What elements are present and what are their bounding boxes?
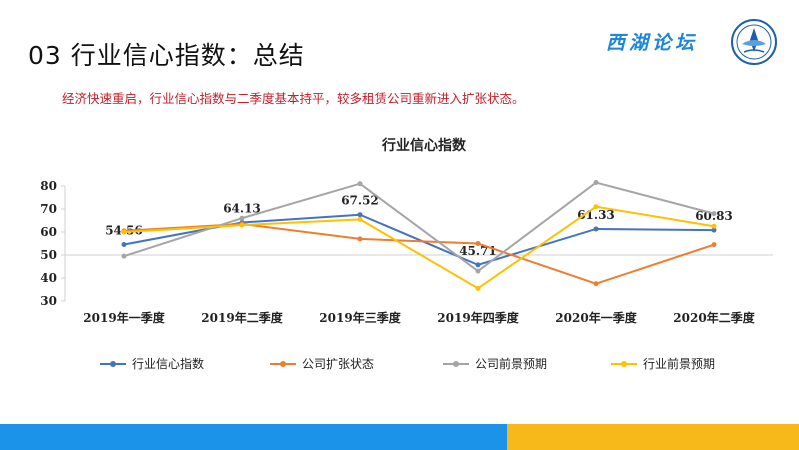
series-line — [123, 181, 715, 273]
legend-label: 行业前景预期 — [643, 357, 716, 371]
legend-item: 行业信心指数 — [100, 355, 204, 372]
data-point — [593, 226, 599, 232]
footer-bar-yellow — [507, 424, 799, 450]
slide-subtitle: 经济快速重启，行业信心指数与二季度基本持平，较多租赁公司重新进入扩张状态。 — [62, 91, 525, 106]
data-point — [593, 180, 599, 186]
legend-label: 公司前景预期 — [475, 357, 548, 371]
x-tick-label: 2019年四季度 — [437, 310, 519, 325]
slide-title: 03 行业信心指数：总结 — [28, 41, 305, 70]
data-point — [239, 222, 245, 228]
y-tick-label: 70 — [40, 202, 57, 216]
data-point — [121, 229, 127, 235]
data-point — [357, 181, 363, 187]
chart-title: 行业信心指数 — [381, 137, 467, 154]
x-tick-label: 2020年一季度 — [555, 310, 637, 325]
data-point — [711, 242, 717, 248]
data-label: 61.33 — [577, 208, 615, 222]
data-point — [475, 262, 481, 268]
data-label: 64.13 — [223, 202, 261, 216]
y-tick-label: 60 — [40, 225, 57, 239]
data-point — [121, 242, 127, 248]
data-point — [475, 241, 481, 246]
legend-item: 公司扩张状态 — [270, 355, 374, 372]
legend-item: 行业前景预期 — [611, 355, 715, 372]
legend-swatch — [100, 360, 126, 367]
data-point — [711, 211, 717, 217]
data-point — [239, 215, 245, 221]
data-label: 67.52 — [341, 194, 379, 208]
legend-swatch — [270, 360, 296, 367]
footer-bar-blue — [0, 424, 507, 450]
x-tick-label: 2019年二季度 — [201, 310, 283, 325]
series-line — [123, 205, 715, 290]
data-point — [593, 281, 599, 287]
x-tick-label: 2020年二季度 — [673, 310, 755, 325]
data-point — [593, 204, 599, 210]
y-tick-label: 30 — [40, 294, 57, 308]
data-point — [475, 268, 481, 274]
data-point — [711, 227, 717, 233]
legend-swatch — [611, 360, 637, 367]
logo: 西湖论坛 — [606, 18, 796, 68]
y-tick-label: 40 — [40, 271, 57, 285]
legend-label: 行业信心指数 — [132, 357, 205, 371]
y-tick-label: 50 — [40, 248, 57, 262]
logo-text: 西湖论坛 — [606, 32, 699, 54]
y-tick-label: 80 — [40, 179, 57, 193]
x-tick-label: 2019年三季度 — [319, 310, 401, 325]
line-chart: 行业信心指数 30 40 50 60 70 80 2019年一季度 2019年二季度 2019年三… — [40, 137, 773, 325]
chart-legend: 行业信心指数 公司扩张状态 公司前景预期 行业前景预期 — [0, 355, 799, 375]
data-point — [357, 212, 363, 218]
legend-item: 公司前景预期 — [443, 355, 547, 372]
seal-icon — [731, 19, 777, 65]
series-line — [123, 213, 715, 266]
x-tick-label: 2019年一季度 — [83, 310, 165, 325]
data-point — [711, 223, 717, 229]
data-point — [475, 285, 481, 291]
legend-swatch — [443, 360, 469, 367]
data-point — [357, 236, 363, 242]
data-point — [357, 216, 363, 222]
legend-label: 公司扩张状态 — [302, 357, 375, 371]
data-point — [121, 253, 127, 259]
